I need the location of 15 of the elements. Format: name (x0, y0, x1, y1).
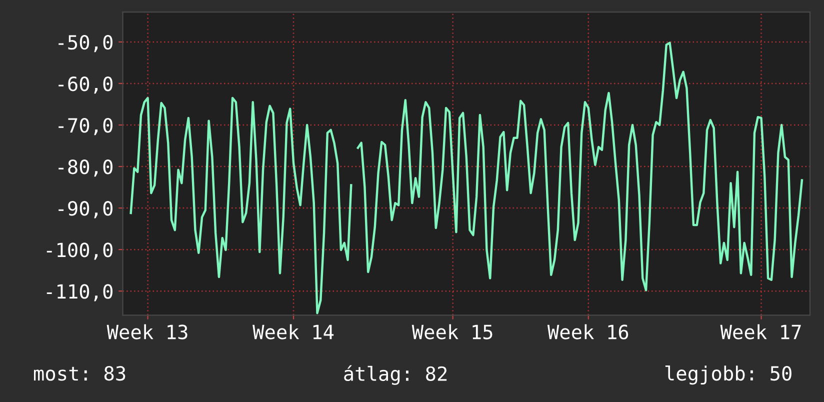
x-tick-label: Week 13 (106, 324, 188, 340)
y-tick-label: -80,0 (58, 160, 112, 177)
y-tick-label: -90,0 (58, 201, 112, 218)
text: átlag: 82 (344, 365, 447, 385)
x-tick-label: Week 17 (720, 324, 801, 340)
y-tick-label: -60,0 (58, 76, 112, 94)
y-tick-label: -110,0 (46, 284, 112, 302)
y-tick-label: -50,0 (58, 34, 112, 52)
text: legjobb: 50 (665, 366, 792, 385)
y-tick-label: -70,0 (58, 118, 112, 136)
x-tick-label: Week 14 (252, 324, 334, 340)
x-tick-label: Week 16 (547, 324, 628, 340)
y-tick-label: -100,0 (46, 242, 112, 260)
x-tick-label: Week 15 (412, 324, 492, 340)
text: most: 83 (34, 366, 126, 381)
